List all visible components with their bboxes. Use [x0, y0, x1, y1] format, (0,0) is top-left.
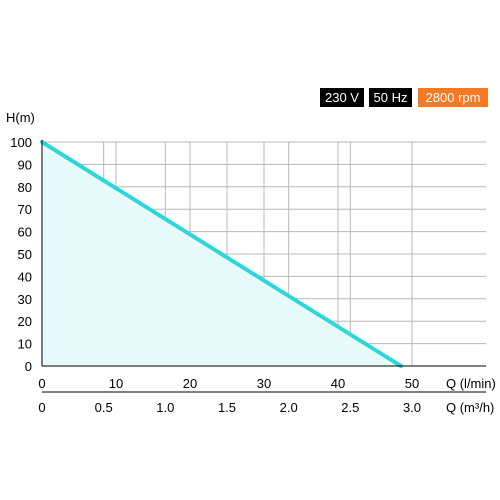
x2-tick-label: 0 [38, 400, 45, 415]
x2-tick-label: 1.0 [156, 400, 174, 415]
x-tick-labels: 0 10 20 30 40 50 [38, 376, 419, 391]
x-tick-label: 20 [183, 376, 197, 391]
y-tick-label: 60 [18, 225, 32, 240]
y-tick-label: 70 [18, 202, 32, 217]
x-tick-label: 0 [38, 376, 45, 391]
x2-tick-label: 3.0 [403, 400, 421, 415]
y-tick-label: 20 [18, 314, 32, 329]
x2-tick-label: 2.5 [341, 400, 359, 415]
x-tick-label: 30 [257, 376, 271, 391]
x2-axis-label: Q (m³/h) [446, 400, 494, 415]
y-tick-label: 50 [18, 247, 32, 262]
y-tick-label: 0 [25, 359, 32, 374]
y-tick-label: 100 [10, 135, 32, 150]
x2-tick-label: 2.0 [280, 400, 298, 415]
x2-tick-label: 1.5 [218, 400, 236, 415]
plot-frame [41, 140, 486, 393]
speed-badge: 2800 rpm [418, 88, 488, 107]
x-tick-label: 50 [405, 376, 419, 391]
x-tick-label: 40 [331, 376, 345, 391]
y-tick-label: 10 [18, 337, 32, 352]
y-tick-label: 30 [18, 292, 32, 307]
y-tick-labels: 0 10 20 30 40 50 60 70 80 90 100 [10, 135, 32, 374]
y-tick-label: 90 [18, 157, 32, 172]
x2-tick-label: 0.5 [95, 400, 113, 415]
x2-tick-labels: 0 0.5 1.0 1.5 2.0 2.5 3.0 [38, 400, 421, 415]
x-tick-label: 10 [109, 376, 123, 391]
voltage-badge: 230 V [320, 88, 364, 107]
y-axis-label: H(m) [6, 110, 35, 125]
frequency-badge: 50 Hz [369, 88, 412, 107]
y-tick-label: 40 [18, 269, 32, 284]
x-axis-label: Q (l/min) [446, 376, 496, 391]
pump-curve-line [40, 140, 403, 368]
y-tick-label: 80 [18, 180, 32, 195]
